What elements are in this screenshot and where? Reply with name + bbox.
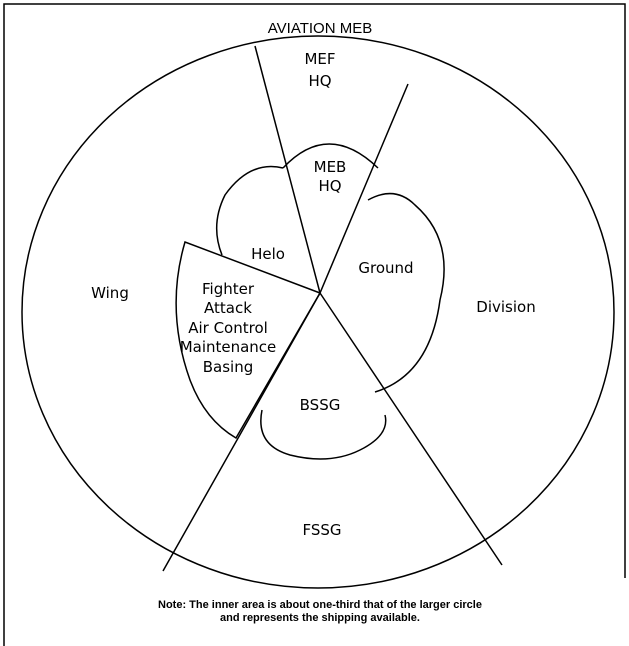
label: Basing <box>203 358 254 376</box>
label: FSSG <box>302 521 341 539</box>
meb-hq-arc <box>282 143 379 169</box>
note: Note: The inner area is about one-third … <box>158 599 482 611</box>
label: Fighter <box>202 280 255 298</box>
label: Ground <box>358 259 413 277</box>
ground-lobe <box>367 192 445 393</box>
label: HQ <box>318 177 341 195</box>
label: Division <box>476 298 535 316</box>
helo-lobe <box>216 165 284 256</box>
note: and represents the shipping available. <box>220 612 420 624</box>
label: MEB <box>314 158 347 176</box>
frame <box>3 3 626 646</box>
label: Wing <box>91 284 129 302</box>
outer-circle <box>21 35 615 589</box>
label: MEF <box>304 50 335 68</box>
label: Maintenance <box>180 338 277 356</box>
label: BSSG <box>300 396 341 414</box>
label: Helo <box>251 245 285 263</box>
label: Attack <box>204 299 252 317</box>
label: HQ <box>308 72 331 90</box>
bssg-lobe <box>260 409 387 460</box>
fighter-wedge <box>175 241 321 440</box>
label: Air Control <box>188 319 268 337</box>
title: AVIATION MEB <box>268 20 372 37</box>
